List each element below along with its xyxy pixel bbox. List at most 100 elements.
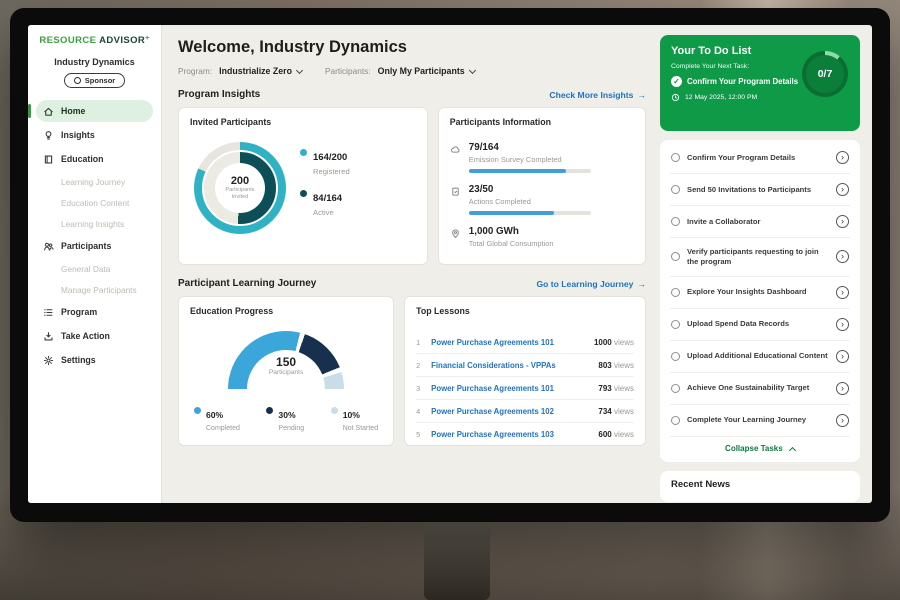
task-checkbox[interactable] <box>671 351 680 361</box>
todo-task-row[interactable]: Explore Your Insights Dashboard › <box>670 277 850 309</box>
task-label: Complete Your Learning Journey <box>687 415 807 425</box>
check-more-insights-link[interactable]: Check More Insights → <box>549 89 646 100</box>
participants-select[interactable]: Only My Participants <box>378 66 476 76</box>
legend-label: Registered <box>313 167 350 176</box>
sidebar-item-learning-insights[interactable]: Learning Insights <box>36 214 153 234</box>
donut-center-value: 200 <box>230 174 250 187</box>
task-chevron-button[interactable]: › <box>836 349 849 363</box>
gauge-legend: 60% Completed 30% Pending 10% <box>190 405 382 432</box>
sidebar-item-general-data[interactable]: General Data <box>36 259 153 279</box>
task-chevron-button[interactable]: › <box>836 215 849 228</box>
lesson-views: 734 views <box>598 406 634 416</box>
stat-row: 1,000 GWh Total Global Consumption <box>450 226 634 248</box>
sidebar-item-participants[interactable]: Participants <box>36 235 153 257</box>
card-title: Top Lessons <box>416 306 470 316</box>
lesson-link[interactable]: Power Purchase Agreements 101 <box>431 383 554 393</box>
task-chevron-button[interactable]: › <box>836 250 849 264</box>
learning-journey-cards: Education Progress 150 Participants <box>178 296 646 446</box>
lesson-link[interactable]: Power Purchase Agreements 103 <box>431 429 554 439</box>
main-content: Welcome, Industry Dynamics Program: Indu… <box>162 25 658 503</box>
lesson-link[interactable]: Power Purchase Agreements 102 <box>431 406 554 416</box>
todo-task-row[interactable]: Upload Additional Educational Content › <box>670 341 850 373</box>
card-title: Invited Participants <box>190 117 272 127</box>
sidebar-item-insights[interactable]: Insights <box>36 124 153 146</box>
legend-value: 10% <box>342 410 360 420</box>
sidebar-item-settings[interactable]: Settings <box>36 349 153 371</box>
home-icon <box>43 106 54 117</box>
invited-donut-chart: 200 Participants Invited <box>194 142 286 234</box>
org-name: Industry Dynamics <box>54 57 135 67</box>
legend-dot-active <box>300 190 307 197</box>
task-checkbox[interactable] <box>671 319 680 329</box>
book-icon <box>43 154 54 165</box>
legend-label: Completed <box>206 425 240 432</box>
task-chevron-button[interactable]: › <box>836 413 849 427</box>
legend-dot-registered <box>300 149 307 156</box>
todo-task-row[interactable]: Verify participants requesting to join t… <box>670 238 850 277</box>
task-chevron-button[interactable]: › <box>836 381 849 395</box>
donut-inner-ring <box>202 150 278 226</box>
consumption-icon <box>450 228 461 239</box>
todo-task-row[interactable]: Confirm Your Program Details › <box>670 142 850 174</box>
task-checkbox[interactable] <box>671 185 680 194</box>
legend-item: 30% Pending <box>266 405 304 432</box>
lesson-views: 793 views <box>598 383 634 393</box>
task-checkbox[interactable] <box>671 252 680 262</box>
task-checkbox[interactable] <box>671 415 680 425</box>
todo-task-row[interactable]: Achieve One Sustainability Target › <box>670 373 850 405</box>
sidebar-item-take-action[interactable]: Take Action <box>36 325 153 347</box>
top-lessons-card: Top Lessons 1 Power Purchase Agreements … <box>404 296 646 446</box>
collapse-tasks-link[interactable]: Collapse Tasks <box>670 437 850 458</box>
sidebar-item-label: Take Action <box>61 331 110 341</box>
task-label: Confirm Your Program Details <box>687 152 796 162</box>
program-select[interactable]: Industrialize Zero <box>219 66 304 76</box>
task-checkbox[interactable] <box>671 287 680 297</box>
arrow-right-icon: → <box>637 89 646 100</box>
page-title: Welcome, Industry Dynamics <box>178 38 407 56</box>
education-progress-card: Education Progress 150 Participants <box>178 296 395 446</box>
next-task: ✓ Confirm Your Program Details <box>671 76 803 87</box>
sidebar-item-label: Participants <box>61 241 112 251</box>
task-checkbox[interactable] <box>671 153 680 162</box>
legend-value: 60% <box>206 410 224 420</box>
task-label: Upload Additional Educational Content <box>687 351 828 361</box>
todo-task-row[interactable]: Upload Spend Data Records › <box>670 309 850 341</box>
todo-task-row[interactable]: Complete Your Learning Journey › <box>670 405 850 437</box>
lesson-views: 600 views <box>598 429 634 439</box>
sidebar-item-education[interactable]: Education <box>36 148 153 170</box>
gear-icon <box>43 355 54 366</box>
progress-bar <box>468 169 591 173</box>
stat-value: 79/164 <box>468 142 499 153</box>
lesson-row: 4 Power Purchase Agreements 102 734 view… <box>416 400 634 423</box>
sidebar-item-education-content[interactable]: Education Content <box>36 193 153 213</box>
todo-subtitle: Complete Your Next Task: <box>671 63 750 70</box>
go-to-learning-journey-link[interactable]: Go to Learning Journey → <box>536 278 646 289</box>
lesson-link[interactable]: Financial Considerations - VPPAs <box>431 360 556 370</box>
sidebar-item-program[interactable]: Program <box>36 301 153 323</box>
lesson-views: 1000 views <box>593 337 634 347</box>
sidebar-item-learning-journey[interactable]: Learning Journey <box>36 172 153 192</box>
task-checkbox[interactable] <box>671 217 680 226</box>
arrow-right-icon: → <box>637 278 646 289</box>
task-checkbox[interactable] <box>671 383 680 393</box>
task-chevron-button[interactable]: › <box>836 285 849 299</box>
todo-progress-text: 0/7 <box>817 68 833 80</box>
donut-legend: 164/200 Registered 84/164 Active <box>300 147 350 229</box>
lesson-rank: 5 <box>416 429 421 439</box>
sponsor-label: Sponsor <box>84 76 116 85</box>
list-icon <box>43 307 54 318</box>
todo-task-row[interactable]: Send 50 Invitations to Participants › <box>670 174 850 206</box>
actions-icon <box>450 186 461 197</box>
task-chevron-button[interactable]: › <box>836 151 849 164</box>
sidebar-item-home[interactable]: Home <box>28 100 153 122</box>
gauge-center: 150 Participants <box>228 355 344 376</box>
sponsor-badge: Sponsor <box>63 73 126 88</box>
task-chevron-button[interactable]: › <box>836 317 849 331</box>
lesson-link[interactable]: Power Purchase Agreements 101 <box>431 337 554 347</box>
sidebar-item-manage-participants[interactable]: Manage Participants <box>36 280 153 300</box>
todo-task-row[interactable]: Invite a Collaborator › <box>670 206 850 238</box>
logo-resource: RESOURCE <box>39 35 97 46</box>
gauge-label: Participants <box>268 369 304 376</box>
task-chevron-button[interactable]: › <box>836 183 849 196</box>
task-label: Verify participants requesting to join t… <box>687 247 819 266</box>
